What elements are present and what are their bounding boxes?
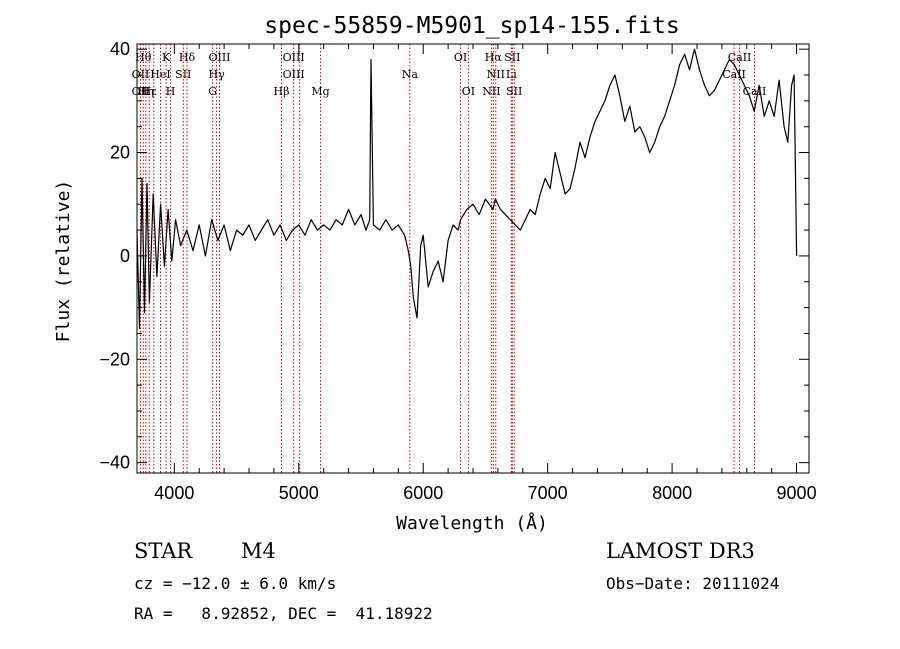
y-tick-label: −40 bbox=[99, 453, 130, 473]
coordinates: RA = 8.92852, DEC = 41.18922 bbox=[134, 604, 433, 623]
spectral-line-label: CaII bbox=[722, 68, 746, 81]
spectral-line-label: Na bbox=[402, 68, 419, 81]
spectral-line-label: OI bbox=[462, 85, 475, 98]
x-tick-label: 6000 bbox=[403, 483, 443, 503]
spectral-line-label: HeI bbox=[150, 68, 170, 81]
spectral-line-label: SII bbox=[506, 85, 522, 98]
spectral-line-label: Hδ bbox=[179, 51, 196, 64]
spectral-line-label: OIII bbox=[283, 68, 305, 81]
spectral-line-label: NII bbox=[482, 85, 500, 98]
spectral-line-label: CaII bbox=[728, 51, 752, 64]
object-class: STAR bbox=[134, 539, 193, 563]
spectral-line-label: Mg bbox=[311, 85, 329, 98]
subclass: M4 bbox=[241, 539, 276, 563]
y-tick-label: 0 bbox=[120, 246, 130, 266]
spectral-line-label: K bbox=[162, 51, 171, 64]
x-tick-label: 4000 bbox=[154, 483, 194, 503]
x-axis-label: Wavelength (Å) bbox=[396, 512, 548, 534]
spectral-line-label: SII bbox=[175, 68, 191, 81]
spectral-line-label: Hα bbox=[485, 51, 503, 64]
spectral-line-label: NII bbox=[487, 68, 505, 81]
spectral-line-label: Hγ bbox=[209, 68, 226, 81]
survey-name: LAMOST DR3 bbox=[606, 539, 755, 563]
spectral-line-label: OIII bbox=[208, 51, 230, 64]
plot-frame bbox=[136, 43, 810, 474]
axis-ticks: 4000 5000 6000 7000 8000 9000 −40 −20 0 20 40 bbox=[99, 39, 816, 503]
spectral-line-label: OII bbox=[132, 68, 150, 81]
spectral-lines bbox=[139, 44, 755, 473]
spectral-line-label: Hη bbox=[138, 85, 154, 98]
y-tick-label: 20 bbox=[110, 143, 130, 163]
x-tick-label: 5000 bbox=[279, 483, 319, 503]
spectral-line-label: Hθ bbox=[135, 51, 152, 64]
y-tick-label: −20 bbox=[99, 349, 130, 369]
spectral-line-label: SII bbox=[504, 51, 520, 64]
x-tick-label: 8000 bbox=[652, 483, 692, 503]
spectral-line-label: OIII bbox=[283, 51, 305, 64]
y-axis-label: Flux (relative) bbox=[53, 180, 74, 343]
spectral-line-label: OI bbox=[454, 51, 467, 64]
x-tick-label: 7000 bbox=[528, 483, 568, 503]
spectral-line-label: Hβ bbox=[274, 85, 290, 98]
spectral-line-label: H bbox=[166, 85, 176, 98]
spectrum-line bbox=[136, 48, 798, 329]
chart-title: spec-55859-M5901_sp14-155.fits bbox=[264, 13, 679, 39]
redshift-cz: cz = −12.0 ± 6.0 km/s bbox=[134, 574, 337, 593]
spectral-line-label: G bbox=[208, 85, 217, 98]
spectral-line-label: Hε bbox=[142, 85, 158, 98]
spectral-line-label: OII bbox=[132, 85, 150, 98]
observation-date: Obs−Date: 20111024 bbox=[606, 574, 780, 593]
spectral-line-label: Li bbox=[506, 68, 517, 81]
spectral-line-label: CaII bbox=[743, 85, 767, 98]
x-tick-label: 9000 bbox=[777, 483, 817, 503]
y-tick-label: 40 bbox=[110, 39, 130, 59]
